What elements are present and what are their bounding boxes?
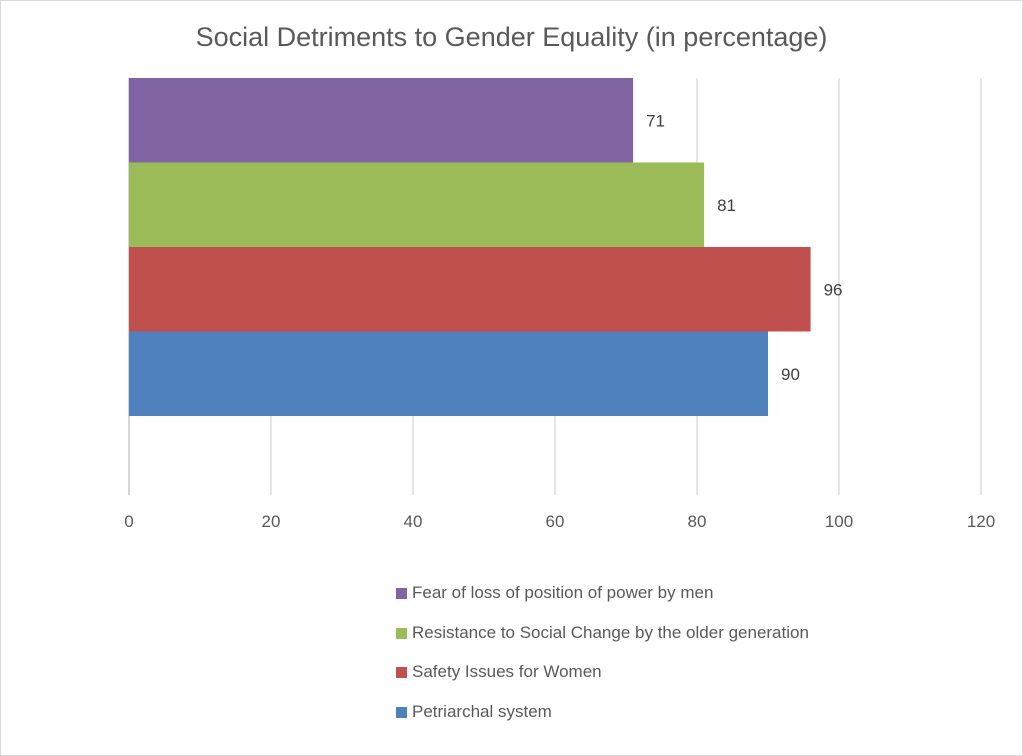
chart-title: Social Detriments to Gender Equality (in… <box>195 22 828 52</box>
x-tick-label: 120 <box>967 512 995 531</box>
x-tick-label: 100 <box>825 512 853 531</box>
legend-swatch <box>396 706 407 718</box>
legend-swatch <box>396 588 407 599</box>
data-label: 96 <box>824 280 843 299</box>
x-tick-label: 80 <box>688 512 707 531</box>
data-label: 71 <box>646 111 665 130</box>
legend-item: Fear of loss of position of power by men <box>396 583 809 623</box>
bar <box>129 162 705 247</box>
x-tick-label: 20 <box>262 512 281 531</box>
bar <box>129 331 768 416</box>
legend-label: Fear of loss of position of power by men <box>412 583 714 602</box>
legend-label: Petriarchal system <box>412 701 552 721</box>
legend-item: Safety Issues for Women <box>396 662 809 702</box>
data-label: 90 <box>781 365 800 384</box>
legend-label: Resistance to Social Change by the older… <box>412 622 809 642</box>
x-tick-label: 40 <box>404 512 423 531</box>
legend: Fear of loss of position of power by men… <box>396 583 809 741</box>
legend-swatch <box>396 627 407 639</box>
bar <box>129 247 811 332</box>
legend-item: Petriarchal system <box>396 702 809 742</box>
legend-label: Safety Issues for Women <box>412 662 602 681</box>
legend-swatch <box>396 667 407 678</box>
legend-item: Resistance to Social Change by the older… <box>396 623 809 663</box>
bar <box>129 78 634 163</box>
x-tick-label: 60 <box>546 512 565 531</box>
data-label: 81 <box>717 196 736 215</box>
x-tick-label: 0 <box>124 512 133 531</box>
